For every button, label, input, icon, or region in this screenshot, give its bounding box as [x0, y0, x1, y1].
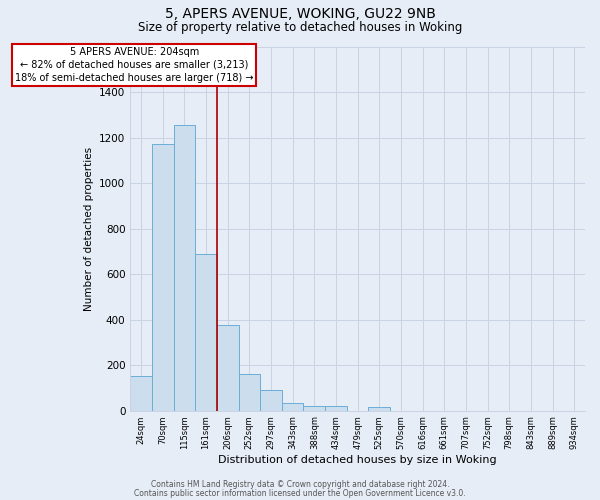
Bar — [239, 374, 260, 410]
Bar — [173, 125, 195, 410]
Bar — [260, 390, 282, 410]
Bar — [325, 406, 347, 410]
Text: 5, APERS AVENUE, WOKING, GU22 9NB: 5, APERS AVENUE, WOKING, GU22 9NB — [164, 8, 436, 22]
Bar — [368, 407, 390, 410]
Y-axis label: Number of detached properties: Number of detached properties — [83, 146, 94, 310]
Text: Contains HM Land Registry data © Crown copyright and database right 2024.: Contains HM Land Registry data © Crown c… — [151, 480, 449, 489]
Text: Size of property relative to detached houses in Woking: Size of property relative to detached ho… — [138, 21, 462, 34]
Bar — [217, 326, 239, 410]
Text: 5 APERS AVENUE: 204sqm
← 82% of detached houses are smaller (3,213)
18% of semi-: 5 APERS AVENUE: 204sqm ← 82% of detached… — [15, 46, 253, 83]
Bar — [195, 254, 217, 410]
Bar — [130, 376, 152, 410]
Bar — [282, 402, 304, 410]
X-axis label: Distribution of detached houses by size in Woking: Distribution of detached houses by size … — [218, 455, 497, 465]
Bar — [152, 144, 173, 410]
Bar — [304, 406, 325, 410]
Text: Contains public sector information licensed under the Open Government Licence v3: Contains public sector information licen… — [134, 488, 466, 498]
